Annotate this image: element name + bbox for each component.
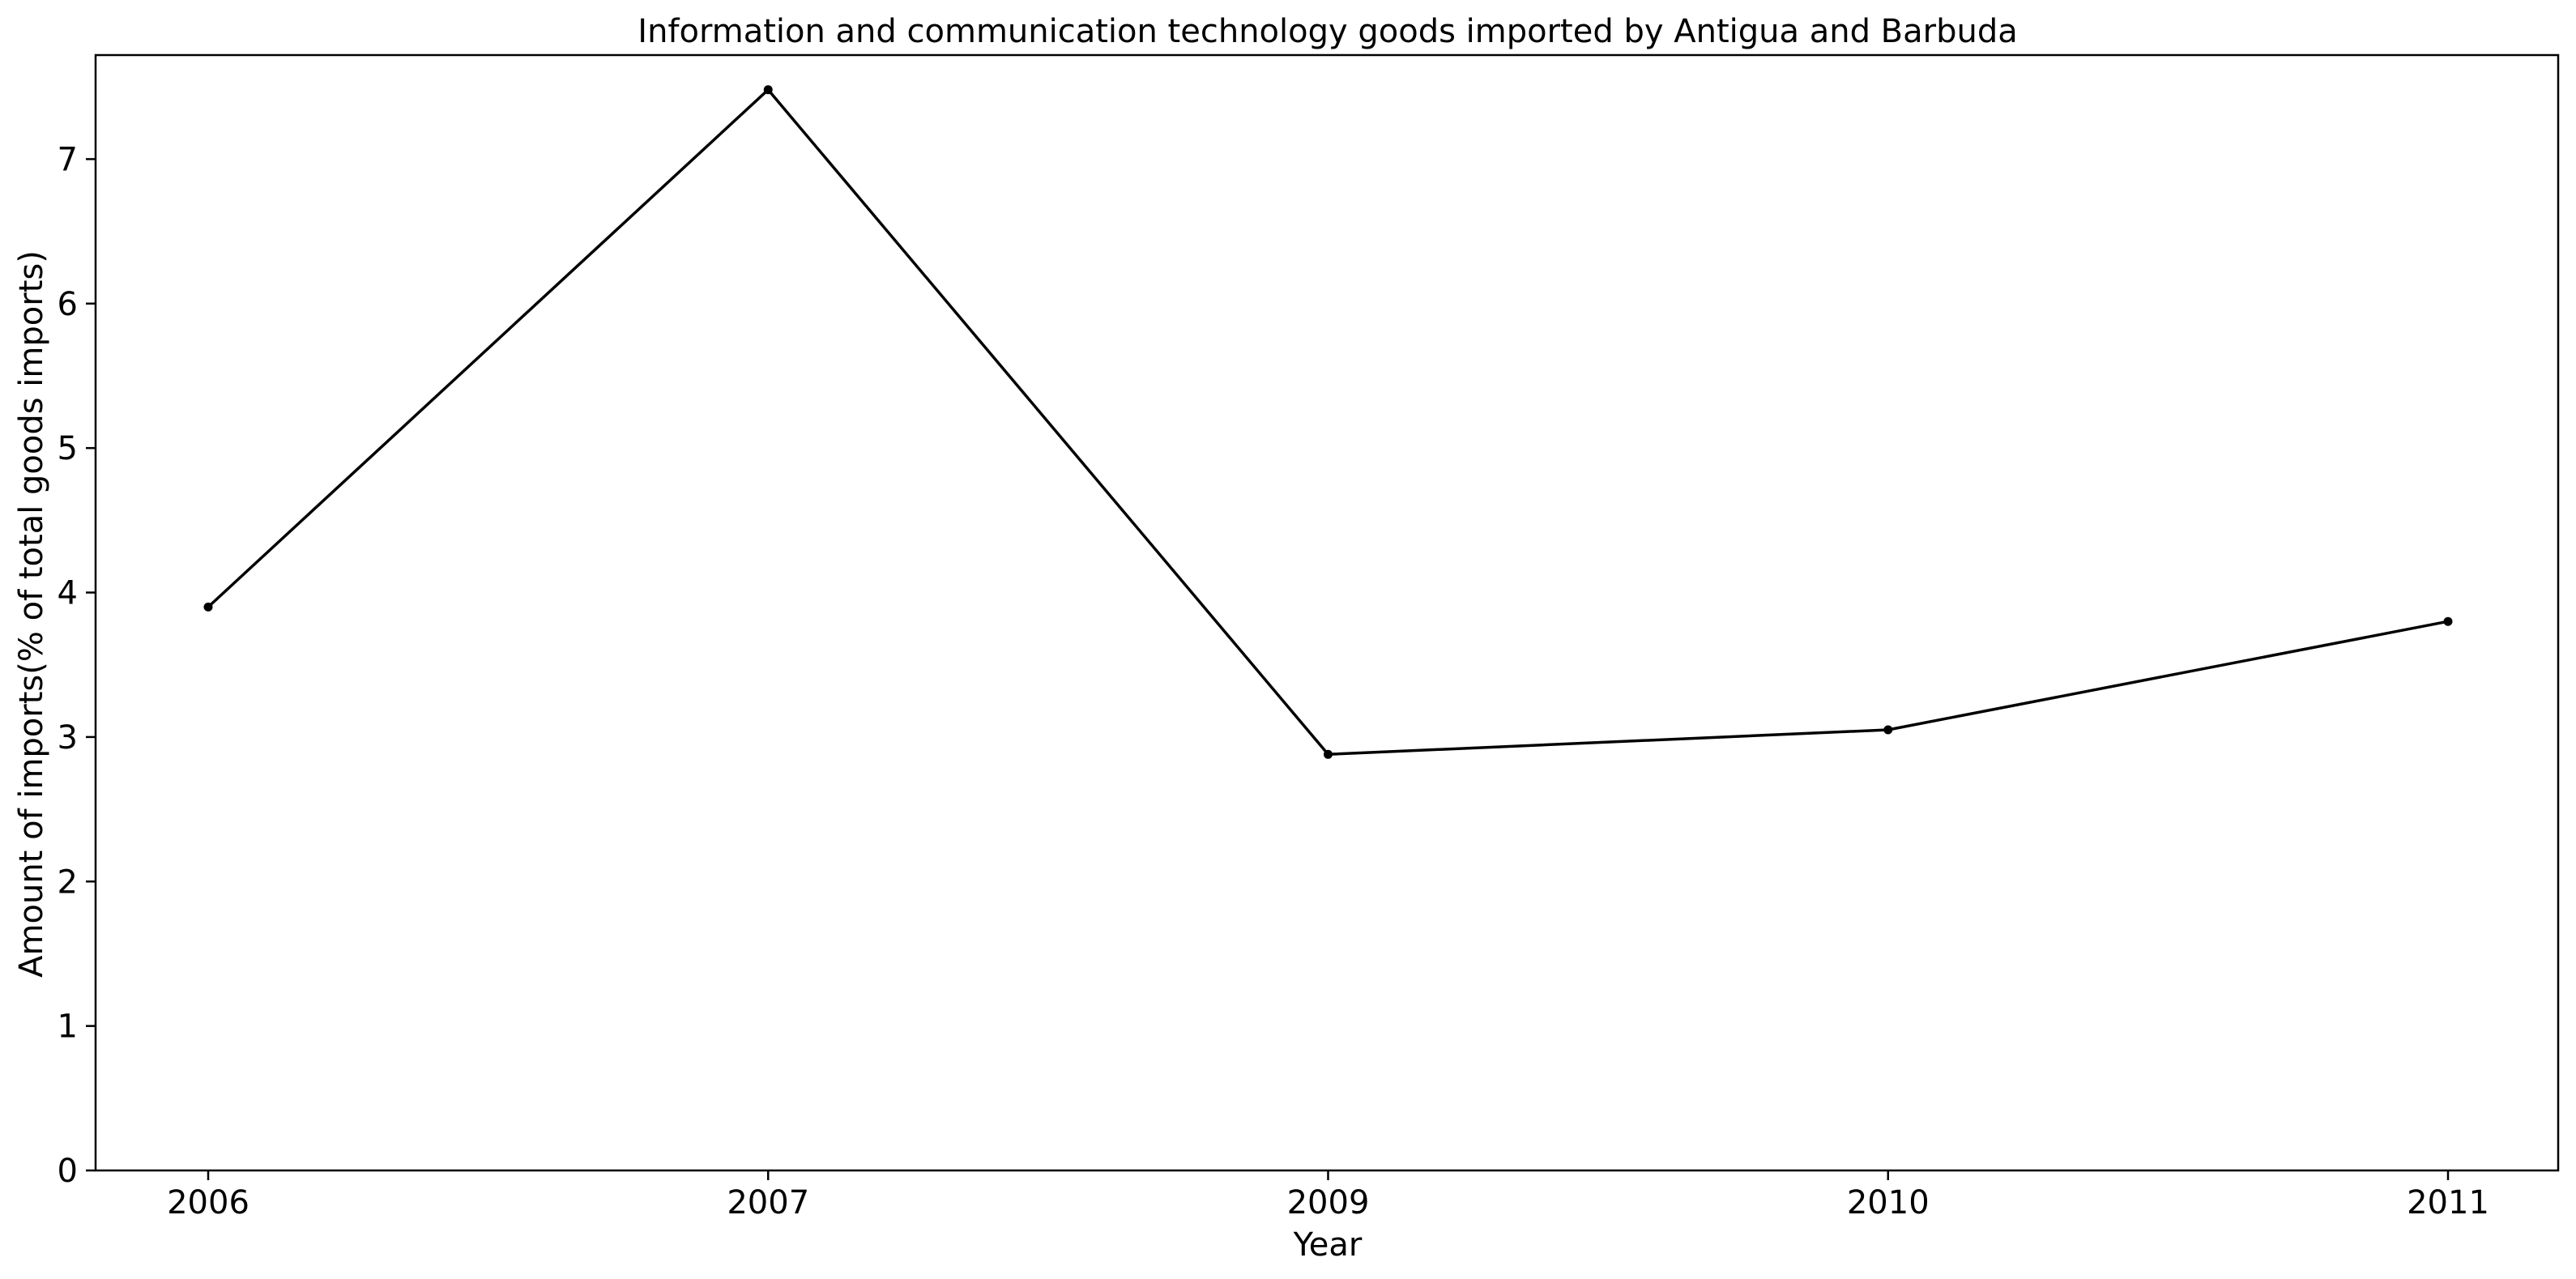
data-point xyxy=(763,85,773,95)
data-point xyxy=(1324,749,1333,759)
x-tick-label: 2010 xyxy=(1847,1184,1930,1221)
x-tick-label: 2011 xyxy=(2407,1184,2489,1221)
x-axis-label: Year xyxy=(1293,1226,1363,1264)
y-tick-label: 6 xyxy=(58,286,78,323)
y-tick-label: 7 xyxy=(58,141,78,178)
x-tick-label: 2006 xyxy=(167,1184,249,1221)
x-tick-label: 2007 xyxy=(727,1184,809,1221)
data-point xyxy=(203,602,213,612)
chart-title: Information and communication technology… xyxy=(638,13,2017,50)
y-tick-label: 0 xyxy=(58,1153,78,1190)
data-point xyxy=(2443,616,2453,626)
plot-frame xyxy=(94,53,2560,1172)
y-tick-label: 2 xyxy=(58,863,78,901)
data-point xyxy=(1883,725,1893,735)
y-tick-label: 3 xyxy=(58,719,78,757)
y-tick-label: 4 xyxy=(58,575,78,612)
series-line xyxy=(207,88,2449,757)
y-tick-label: 5 xyxy=(58,430,78,467)
plot-area: 0 1 2 3 4 5 6 7 2006 2007 2009 2010 2011 xyxy=(58,53,2560,1221)
y-axis-label: Amount of imports(% of total goods impor… xyxy=(13,250,50,978)
y-tick-label: 1 xyxy=(58,1008,78,1046)
x-tick-label: 2009 xyxy=(1287,1184,1370,1221)
